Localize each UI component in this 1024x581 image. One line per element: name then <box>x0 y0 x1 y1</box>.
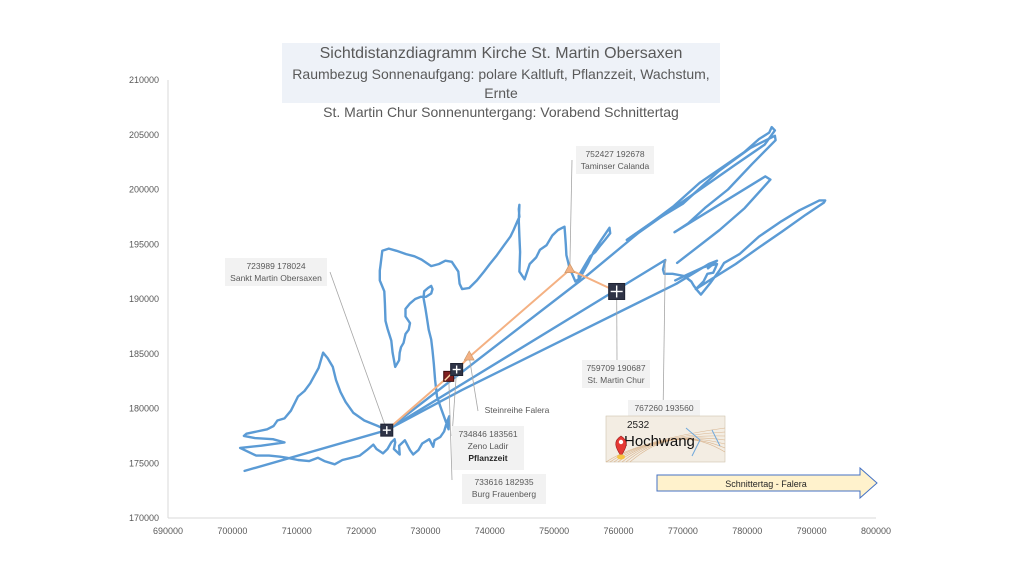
chart-subtitle-1: Raumbezug Sonnenaufgang: polare Kaltluft… <box>282 65 720 103</box>
map-inset-elevation: 2532 <box>627 420 650 431</box>
chart-title: Sichtdistanzdiagramm Kirche St. Martin O… <box>282 43 720 65</box>
leader-line <box>469 357 478 411</box>
peak-marker-icon <box>565 264 575 273</box>
peak-marker-icon <box>464 351 474 360</box>
y-tick-label: 210000 <box>129 75 159 85</box>
y-tick-label: 180000 <box>129 404 159 414</box>
leader-line <box>663 260 665 416</box>
y-tick-label: 195000 <box>129 239 159 249</box>
series-horizon-outline <box>240 205 610 465</box>
x-tick-label: 690000 <box>153 526 183 536</box>
y-tick-label: 200000 <box>129 185 159 195</box>
x-tick-label: 800000 <box>861 526 891 536</box>
map-pin-base <box>617 455 625 460</box>
x-tick-label: 700000 <box>217 526 247 536</box>
y-tick-label: 175000 <box>129 458 159 468</box>
x-tick-label: 790000 <box>797 526 827 536</box>
map-inset-label: Hochwang <box>624 433 695 450</box>
schnittertag-arrow: Schnittertag - Falera <box>657 468 877 498</box>
y-tick-label: 205000 <box>129 130 159 140</box>
x-tick-label: 780000 <box>732 526 762 536</box>
y-tick-label: 170000 <box>129 513 159 523</box>
point-label-text: 752427 192678 <box>585 149 644 159</box>
x-tick-label: 750000 <box>539 526 569 536</box>
leader-line <box>570 160 572 270</box>
point-label-text: Taminser Calanda <box>581 161 650 171</box>
point-label-text: Steinreihe Falera <box>485 405 550 415</box>
x-tick-label: 760000 <box>604 526 634 536</box>
chart-title-box: Sichtdistanzdiagramm Kirche St. Martin O… <box>282 43 720 103</box>
y-tick-label: 185000 <box>129 349 159 359</box>
point-label-text: 759709 190687 <box>586 363 645 373</box>
point-label-text: Sankt Martin Obersaxen <box>230 273 322 283</box>
point-label-text: Pflanzzeit <box>468 453 507 463</box>
point-label-text: Zeno Ladir <box>468 441 509 451</box>
x-tick-label: 740000 <box>475 526 505 536</box>
x-tick-label: 720000 <box>346 526 376 536</box>
hochwang-map-inset: 2532 Hochwang <box>606 416 725 462</box>
x-tick-label: 770000 <box>668 526 698 536</box>
point-label-text: St. Martin Chur <box>587 375 644 385</box>
x-tick-label: 730000 <box>410 526 440 536</box>
leader-line <box>330 272 387 430</box>
point-label-text: 767260 193560 <box>634 403 693 413</box>
x-tick-label: 710000 <box>282 526 312 536</box>
point-label-text: Burg Frauenberg <box>472 489 537 499</box>
point-label-text: 723989 178024 <box>246 261 305 271</box>
arrow-label: Schnittertag - Falera <box>725 479 807 489</box>
map-pin-dot <box>619 440 623 444</box>
chart-subtitle-2: St. Martin Chur Sonnenuntergang: Voraben… <box>282 103 720 122</box>
y-tick-label: 190000 <box>129 294 159 304</box>
point-label-text: 734846 183561 <box>458 429 517 439</box>
point-label-text: 733616 182935 <box>474 477 533 487</box>
